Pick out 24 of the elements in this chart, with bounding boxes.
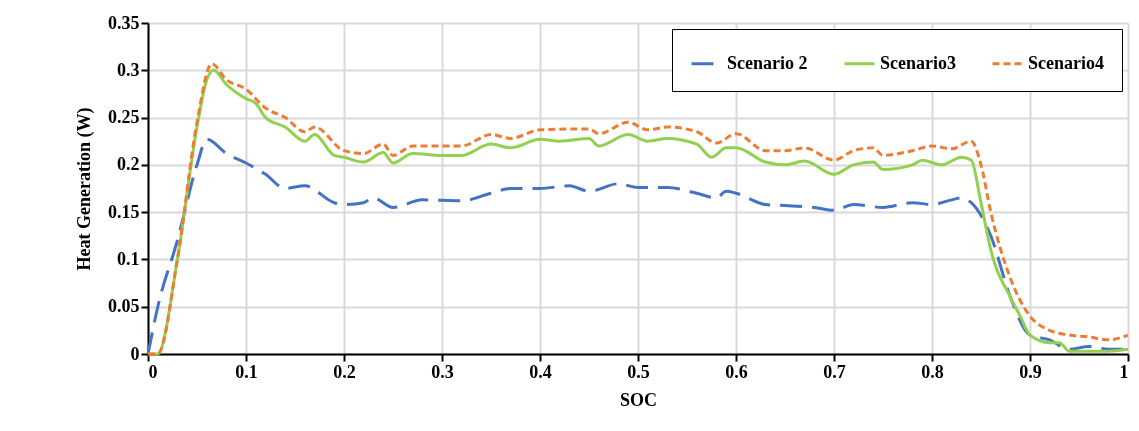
x-tick-label: 1 — [1119, 361, 1129, 382]
x-tick-label: 0.2 — [333, 361, 356, 382]
x-tick-label: 0.1 — [235, 361, 258, 382]
x-tick-label: 0.7 — [823, 361, 846, 382]
y-tick-label: 0.1 — [117, 248, 140, 269]
x-tick-label: 0.5 — [627, 361, 650, 382]
x-axis-title: SOC — [619, 389, 658, 410]
y-tick-label: 0.05 — [108, 296, 140, 317]
y-tick-label: 0.35 — [108, 12, 140, 33]
x-tick-label: 0.6 — [725, 361, 748, 382]
legend-label: Scenario 2 — [727, 52, 808, 73]
x-tick-label: 0.4 — [529, 361, 552, 382]
y-tick-label: 0.3 — [117, 59, 140, 80]
y-axis-title: Heat Generation (W) — [74, 107, 95, 271]
y-tick-label: 0.2 — [117, 154, 140, 175]
x-tick-label: 0 — [148, 361, 158, 382]
x-tick-label: 0.8 — [921, 361, 944, 382]
y-tick-label: 0 — [130, 343, 140, 364]
y-tick-label: 0.15 — [108, 201, 140, 222]
legend-label: Scenario4 — [1028, 52, 1104, 73]
x-tick-label: 0.3 — [431, 361, 454, 382]
legend-label: Scenario3 — [880, 52, 956, 73]
y-tick-label: 0.25 — [108, 107, 140, 128]
x-tick-label: 0.9 — [1019, 361, 1042, 382]
